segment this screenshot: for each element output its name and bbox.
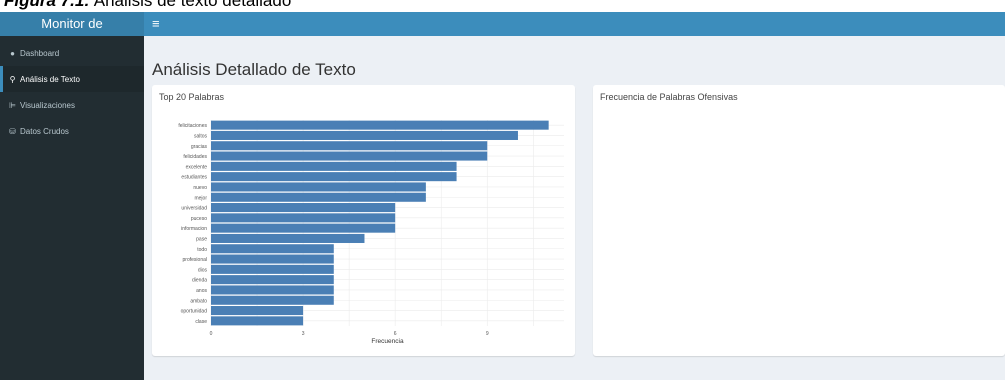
bar-felicidades xyxy=(211,151,488,161)
chart-icon: ⊫ xyxy=(9,100,16,110)
offensive-words-box: Frecuencia de Palabras Ofensivas xyxy=(593,85,1005,356)
category-label: felicidades xyxy=(183,154,207,160)
x-axis-label: Frecuencia xyxy=(371,338,404,345)
sidebar-item-label: Visualizaciones xyxy=(20,100,75,110)
category-label: anos xyxy=(196,288,207,294)
category-label: pase xyxy=(196,236,207,242)
category-label: universidad xyxy=(181,206,207,212)
x-tick-label: 9 xyxy=(486,331,489,337)
database-icon: ⛁ xyxy=(9,126,16,136)
bar-pase xyxy=(211,233,365,243)
offensive-words-title: Frecuencia de Palabras Ofensivas xyxy=(600,92,738,102)
category-label: informacion xyxy=(181,226,207,232)
x-tick-label: 6 xyxy=(394,331,397,337)
main-content: Análisis Detallado de Texto Top 20 Palab… xyxy=(144,36,1005,380)
bar-gracias xyxy=(211,141,488,151)
category-label: excelente xyxy=(186,164,208,170)
app-logo[interactable]: Monitor de xyxy=(0,12,144,36)
bar-dios xyxy=(211,264,334,274)
category-label: oportunidad xyxy=(181,309,208,315)
page-title: Análisis Detallado de Texto xyxy=(152,60,356,79)
bar-universidad xyxy=(211,203,396,213)
bar-felicitaciones xyxy=(211,120,549,130)
category-label: gracias xyxy=(191,144,208,150)
x-tick-label: 3 xyxy=(302,331,305,337)
category-label: puceso xyxy=(191,216,207,222)
sidebar-item-label: Análisis de Texto xyxy=(20,74,80,84)
bar-oportunidad xyxy=(211,306,304,316)
navbar: ≡ xyxy=(144,12,1005,36)
category-label: nuevo xyxy=(193,185,207,191)
category-label: felicitaciones xyxy=(178,123,207,129)
top-words-chart: felicitaciones saltos gracias felicidades ex… xyxy=(178,120,564,345)
bar-anos xyxy=(211,285,334,295)
bar-informacion xyxy=(211,223,396,233)
sidebar: ● Dashboard ⚲ Análisis de Texto ⊫ Visual… xyxy=(0,36,144,380)
bar-todo xyxy=(211,244,334,254)
top-bar: Monitor de ≡ xyxy=(0,12,1005,36)
category-label: clase xyxy=(195,319,207,325)
bar-puceso xyxy=(211,213,396,223)
caption-text: Análisis de texto detallado xyxy=(93,0,292,10)
category-label: todo xyxy=(197,247,207,253)
category-label: dienda xyxy=(192,278,207,284)
bar-excelente xyxy=(211,161,457,171)
bar-mejor xyxy=(211,192,426,202)
bar-nuevo xyxy=(211,182,426,192)
bar-ambato xyxy=(211,295,334,305)
x-tick-label: 0 xyxy=(210,331,213,337)
menu-toggle-icon[interactable]: ≡ xyxy=(152,16,160,31)
sidebar-item-label: Datos Crudos xyxy=(20,126,69,136)
bar-profesional xyxy=(211,254,334,264)
sidebar-item-analisis-texto[interactable]: ⚲ Análisis de Texto xyxy=(0,66,144,92)
sidebar-item-visualizaciones[interactable]: ⊫ Visualizaciones xyxy=(0,92,144,118)
top-words-title: Top 20 Palabras xyxy=(159,92,225,102)
category-label: saltos xyxy=(194,133,208,139)
bar-estudiantes xyxy=(211,172,457,182)
category-label: estudiantes xyxy=(181,175,207,181)
figure-caption: Figura 7.1: Análisis de texto detallado xyxy=(0,0,1005,12)
bar-saltos xyxy=(211,130,518,140)
sidebar-item-datos-crudos[interactable]: ⛁ Datos Crudos xyxy=(0,118,144,144)
search-icon: ⚲ xyxy=(9,74,16,84)
sidebar-item-label: Dashboard xyxy=(20,48,60,58)
bar-clase xyxy=(211,316,304,326)
dashboard-icon: ● xyxy=(10,48,15,58)
caption-label: Figura 7.1: xyxy=(4,0,90,10)
top-words-box: Top 20 Palabras felicitaciones saltos grac… xyxy=(152,85,575,356)
category-label: mejor xyxy=(194,195,207,201)
bar-dienda xyxy=(211,275,334,285)
category-label: ambato xyxy=(190,298,207,304)
sidebar-item-dashboard[interactable]: ● Dashboard xyxy=(0,40,144,66)
category-label: profesional xyxy=(183,257,207,263)
category-label: dios xyxy=(198,267,208,273)
